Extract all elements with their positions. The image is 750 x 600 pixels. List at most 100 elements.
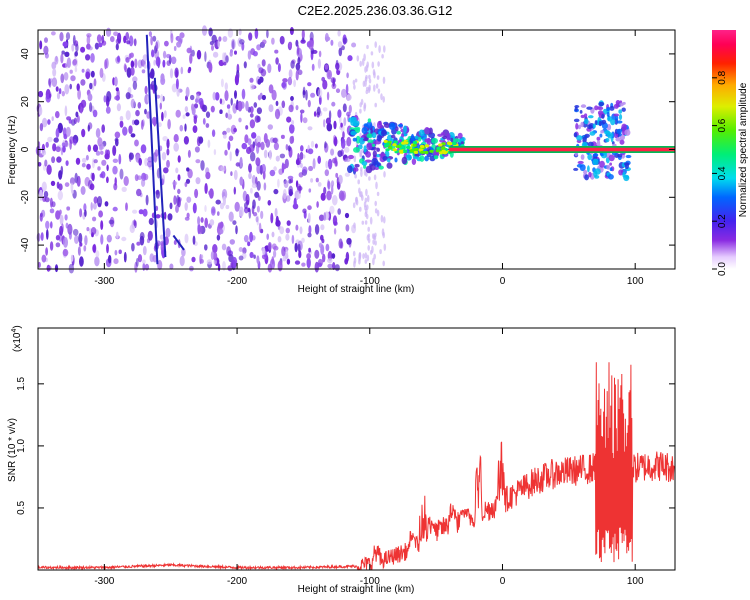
noise-blob [92,216,97,222]
turbulence-blob [414,135,419,140]
noise-blob [129,224,135,233]
noise-blob [307,212,311,224]
noise-blob [261,59,266,67]
turbulence-blob [371,157,379,166]
noise-blob [257,78,262,85]
noise-blob [282,163,287,170]
noise-blob [41,117,48,128]
burst-blob [599,160,605,168]
noise-blob [74,51,78,57]
noise-blob [307,82,312,87]
turbulence-blob [406,145,411,150]
noise-blob [365,89,369,95]
noise-blob [64,105,68,117]
noise-blob [60,73,65,84]
noise-blob [65,32,71,41]
noise-blob [317,155,322,164]
noise-blob [299,151,304,160]
noise-blob [124,64,127,73]
noise-blob [382,260,386,267]
noise-blob [217,211,220,216]
noise-blob [39,123,44,132]
burst-blob [619,139,625,145]
turbulence-blob [424,150,429,155]
snr-series-line [37,362,676,571]
noise-blob [326,122,333,132]
noise-blob [317,88,323,98]
noise-blob [170,33,174,44]
turbulence-blob [348,154,354,160]
noise-blob [374,232,377,238]
noise-blob [331,101,336,107]
noise-blob [249,144,255,153]
colorbar-tick-label: 0.8 [717,70,728,84]
noise-blob [63,72,69,81]
noise-blob [334,156,338,167]
burst-blob [596,140,601,147]
noise-blob [106,164,109,172]
noise-blob [98,210,103,218]
noise-blob [176,41,182,48]
turbulence-blob [413,150,419,154]
noise-blob [141,178,146,187]
noise-blob [216,234,221,241]
noise-blob [302,86,306,95]
noise-blob [343,146,350,153]
noise-blob [85,71,91,80]
burst-blob [601,114,605,119]
x-tick-label: -100 [360,576,380,587]
noise-blob [64,84,70,95]
noise-blob [134,174,139,182]
noise-blob [346,237,352,245]
noise-blob [260,210,264,220]
noise-blob [310,92,316,98]
noise-blob [60,165,64,176]
noise-blob [307,126,313,131]
noise-blob [213,149,217,156]
noise-blob [159,102,162,110]
noise-blob [241,142,248,150]
burst-blob [577,124,582,130]
noise-blob [163,211,167,220]
noise-blob [51,156,56,164]
noise-blob [148,31,152,37]
noise-blob [326,91,330,101]
noise-blob [86,163,91,170]
turbulence-blob [435,152,439,156]
noise-region [35,25,387,274]
turbulence-blob [441,146,446,150]
noise-blob [326,69,332,80]
snr-scale-exp: 4 [11,329,18,333]
noise-blob [151,49,155,58]
noise-blob [355,196,358,202]
noise-blob [95,128,101,138]
noise-blob [287,77,293,86]
noise-blob [184,106,189,113]
noise-blob [204,51,207,62]
noise-blob [288,69,293,79]
noise-blob [64,51,70,57]
noise-blob [300,145,304,152]
noise-blob [362,80,366,88]
noise-blob [69,177,76,185]
noise-blob [55,111,60,119]
noise-blob [106,91,112,102]
noise-blob [225,204,230,210]
noise-blob [237,100,243,112]
noise-blob [100,220,104,231]
noise-blob [325,117,331,125]
noise-blob [142,259,146,264]
burst-blob [594,168,601,175]
noise-blob [301,262,306,267]
noise-blob [323,186,327,195]
turbulence-blob [367,139,374,144]
noise-blob [45,141,49,148]
burst-blob [607,174,614,180]
noise-blob [361,194,364,201]
turbulence-blob [386,162,393,169]
noise-blob [345,224,350,232]
noise-blob [143,173,149,181]
noise-blob [271,89,277,101]
noise-blob [105,106,111,114]
noise-blob [204,217,208,228]
